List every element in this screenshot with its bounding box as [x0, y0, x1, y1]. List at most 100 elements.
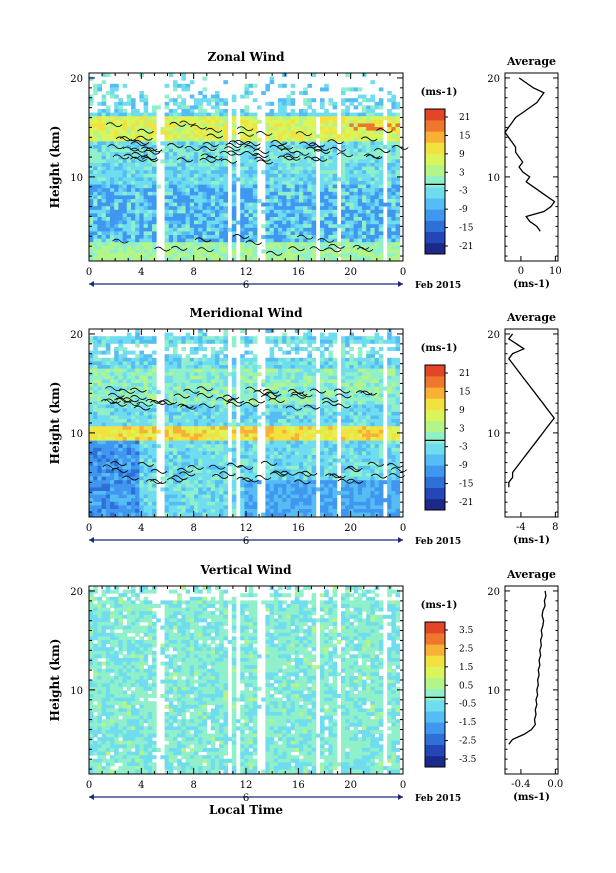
heatmap-cell: [168, 512, 174, 517]
heatmap-cell: [173, 447, 178, 452]
heatmap-cell: [97, 181, 102, 185]
heatmap-cell: [219, 357, 224, 362]
contour-segment: [119, 136, 137, 141]
heatmap-cell: [135, 361, 140, 366]
heatmap-cell: [294, 213, 300, 218]
heatmap-cell: [378, 137, 384, 142]
heatmap-cell: [147, 206, 153, 211]
heatmap-cell: [177, 166, 182, 171]
contour-segment: [376, 128, 393, 133]
heatmap-cell: [122, 473, 128, 477]
heatmap-cell: [185, 429, 191, 434]
heatmap-cell: [147, 429, 153, 434]
heatmap-cell: [118, 419, 123, 423]
heatmap-cell: [152, 469, 157, 474]
heatmap-cell: [269, 217, 275, 221]
heatmap-cell: [219, 155, 224, 160]
heatmap-cell: [282, 181, 287, 185]
contour-segment: [206, 133, 223, 139]
heatmap-cell: [194, 415, 199, 420]
heatmap-cell: [189, 365, 195, 369]
heatmap-cell: [118, 501, 123, 506]
heatmap-cell: [294, 249, 300, 254]
heatmap-cell: [126, 123, 132, 128]
heatmap-cell: [177, 440, 182, 445]
heatmap-cell: [101, 249, 107, 254]
heatmap-cell: [143, 141, 149, 146]
heatmap-cell: [240, 393, 245, 398]
heatmap-cell: [114, 494, 119, 499]
heatmap-cell: [299, 123, 304, 128]
heatmap-cell: [147, 224, 153, 229]
heatmap-cell: [273, 199, 279, 203]
heatmap-cell: [353, 152, 359, 157]
heatmap-cell: [278, 245, 283, 250]
heatmap-cell: [122, 336, 128, 341]
heatmap-cell: [219, 209, 224, 214]
heatmap-cell: [349, 245, 354, 250]
heatmap-cell: [105, 238, 111, 243]
heatmap-cell: [324, 116, 329, 121]
heatmap-cell: [210, 501, 216, 506]
heatmap-cell: [181, 227, 186, 232]
heatmap-cell: [101, 130, 107, 135]
heatmap-cell: [210, 202, 216, 207]
heatmap-cell: [177, 487, 182, 492]
heatmap-cell: [89, 336, 94, 341]
heatmap-cell: [391, 116, 396, 121]
heatmap-cell: [395, 130, 401, 135]
heatmap-cell: [231, 422, 237, 427]
heatmap-cell: [278, 209, 283, 214]
heatmap-cell: [374, 123, 380, 128]
heatmap-cell: [219, 336, 224, 341]
heatmap-cell: [122, 512, 128, 517]
heatmap-cell: [105, 433, 111, 438]
heatmap-cell: [252, 184, 258, 189]
heatmap-cell: [215, 372, 220, 377]
heatmap-cell: [223, 336, 228, 341]
heatmap-cell: [181, 372, 186, 377]
heatmap-cell: [168, 137, 174, 142]
heatmap-cell: [194, 155, 199, 160]
heatmap-cell: [215, 148, 220, 153]
heatmap-cell: [185, 368, 191, 373]
heatmap-cell: [118, 195, 123, 200]
heatmap-cell: [177, 101, 182, 106]
heatmap-cell: [248, 152, 254, 157]
heatmap-cell: [164, 498, 170, 503]
heatmap-cell: [147, 422, 153, 427]
heatmap-cell: [101, 491, 107, 495]
heatmap-cell: [168, 242, 174, 247]
heatmap-cell: [181, 73, 186, 77]
heatmap-cell: [198, 116, 203, 121]
heatmap-cell: [223, 170, 228, 175]
heatmap-cell: [341, 195, 346, 200]
heatmap-cell: [185, 361, 191, 366]
heatmap-cell: [89, 227, 94, 232]
colorbar-segment: [425, 231, 445, 244]
heatmap-cell: [269, 231, 275, 236]
heatmap-cell: [231, 112, 237, 117]
heatmap-cell: [177, 170, 182, 175]
heatmap-cell: [248, 220, 254, 225]
heatmap-cell: [257, 137, 262, 142]
heatmap-cell: [118, 343, 123, 348]
heatmap-cell: [139, 130, 144, 135]
heatmap-cell: [194, 166, 199, 171]
heatmap-cell: [362, 217, 367, 221]
heatmap-cell: [252, 401, 258, 405]
heatmap-cell: [290, 159, 296, 164]
heatmap-cell: [189, 181, 195, 185]
heatmap-cell: [244, 498, 249, 503]
heatmap-cell: [135, 393, 140, 398]
heatmap-cell: [105, 480, 111, 485]
heatmap-cell: [244, 105, 249, 110]
heatmap-cell: [336, 177, 342, 182]
heatmap-cell: [105, 393, 111, 398]
heatmap-cell: [152, 465, 157, 470]
heatmap-cell: [244, 429, 249, 434]
heatmap-cell: [290, 188, 296, 193]
heatmap-cell: [185, 166, 191, 171]
heatmap-cell: [269, 170, 275, 175]
heatmap-cell: [198, 498, 203, 503]
